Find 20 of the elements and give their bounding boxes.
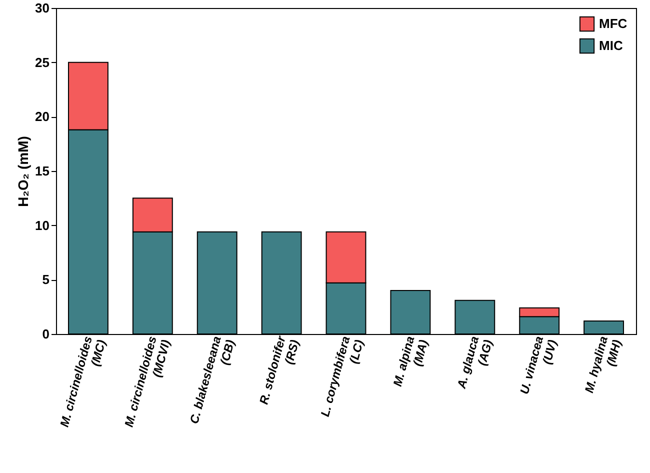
y-tick-label: 0 <box>42 326 50 342</box>
legend-label: MIC <box>599 38 624 53</box>
bar <box>454 300 496 334</box>
bar <box>390 290 431 334</box>
legend-label: MFC <box>599 16 628 31</box>
x-tick-label: M. hyalina (MH) <box>582 334 624 394</box>
x-tick-label: R. stolonifer (RS) <box>256 333 302 406</box>
x-tick-label: M. alpina (MA) <box>390 334 431 388</box>
bar <box>584 320 624 334</box>
y-axis-title: H₂O₂ (mM) <box>15 136 32 207</box>
x-tick-label: U. vinacea (UV) <box>517 334 560 396</box>
y-tick-label: 10 <box>35 218 50 233</box>
x-tick-label: A. glauca (AG) <box>454 334 496 391</box>
y-tick-label: 30 <box>35 0 50 16</box>
bar <box>196 231 238 334</box>
y-tick-label: 20 <box>35 109 50 124</box>
y-tick-label: 15 <box>35 164 50 178</box>
y-tick-label: 5 <box>42 272 50 288</box>
y-tick-label: 25 <box>35 54 50 70</box>
bar <box>261 231 302 334</box>
